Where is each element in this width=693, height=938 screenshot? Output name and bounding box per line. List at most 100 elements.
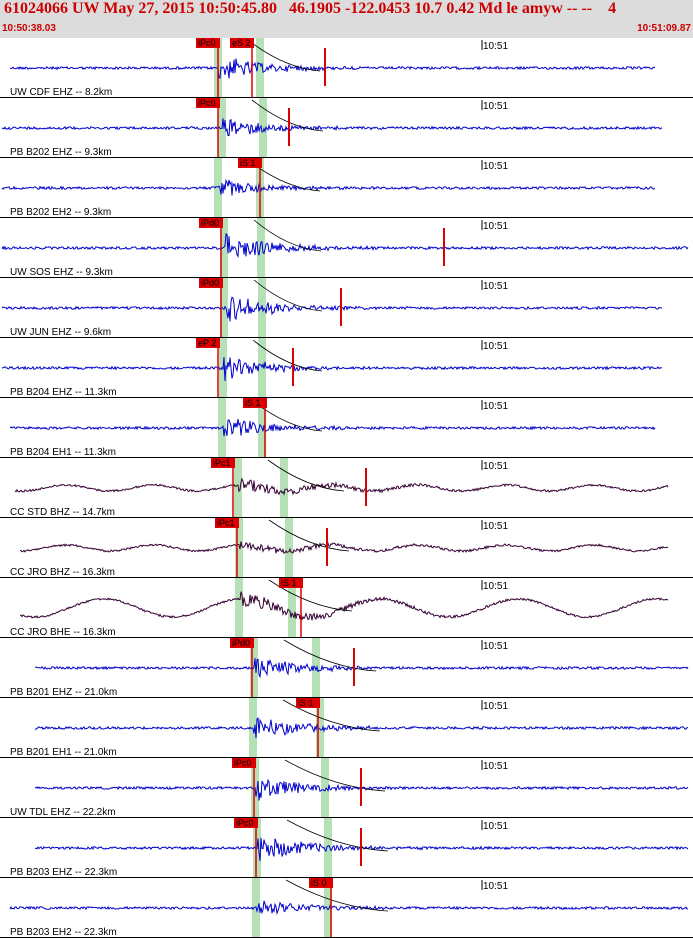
minute-tick-label: 10:51 — [483, 281, 508, 292]
minute-tick-label: 10:51 — [483, 881, 508, 892]
waveform — [9, 900, 689, 916]
pick-window — [257, 218, 265, 278]
phase-pick[interactable]: eS 2 — [230, 38, 254, 98]
station-label: CC JRO BHZ -- 16.3km — [10, 567, 115, 578]
event-summary-title: 61024066 UW May 27, 2015 10:50:45.80 46.… — [4, 0, 617, 17]
minute-tick-label: 10:51 — [483, 41, 508, 52]
coda-curve — [251, 99, 324, 132]
pick-tag — [230, 638, 254, 648]
coda-curve — [247, 39, 321, 72]
pick-tag — [215, 518, 239, 528]
waveform — [9, 419, 656, 437]
minute-tick-label: 10:51 — [483, 101, 508, 112]
phase-pick[interactable]: iS 1 — [238, 158, 262, 218]
panel-background — [0, 38, 693, 938]
station-label: PB B203 EH2 -- 22.3km — [10, 927, 117, 938]
phase-pick[interactable]: iPc0 — [234, 818, 258, 878]
pick-label: iPc0 — [198, 38, 216, 48]
waveform — [9, 58, 656, 79]
trace-row[interactable]: iS 1 10:51 PB B204 EH1 -- 11.3km — [0, 398, 693, 458]
pick-window — [324, 878, 332, 938]
station-label: UW TDL EHZ -- 22.2km — [10, 807, 116, 818]
pick-window — [285, 518, 293, 578]
window-end-time: 10:51:09.87 — [637, 23, 691, 34]
pick-label: iPd0 — [201, 218, 219, 228]
waveform — [14, 477, 669, 496]
station-label: PB B202 EHZ -- 9.3km — [10, 147, 112, 158]
waveform — [34, 658, 689, 679]
pick-label: iPc1 — [217, 518, 235, 528]
trace-row[interactable]: iPc0 10:51 PB B203 EHZ -- 22.3km — [0, 818, 693, 878]
phase-pick[interactable]: iPc0 — [196, 98, 220, 158]
station-label: UW CDF EHZ -- 8.2km — [10, 87, 112, 98]
trace-row[interactable]: iS 1 10:51 PB B202 EH2 -- 9.3km — [0, 158, 693, 218]
phase-pick[interactable]: iPd0 — [199, 278, 223, 338]
trace-row[interactable]: iS 1 10:51 CC JRO BHE -- 16.3km — [0, 578, 693, 638]
waveform — [19, 541, 669, 554]
phase-pick[interactable]: iPc0 — [196, 38, 220, 98]
pick-label: iPd0 — [232, 638, 250, 648]
coda-curve — [284, 759, 386, 792]
station-label: PB B201 EHZ -- 21.0km — [10, 687, 117, 698]
pick-tag — [279, 578, 303, 588]
phase-pick[interactable]: iS 1 — [279, 578, 303, 638]
trace-row[interactable]: iPc0 10:51 PB B202 EHZ -- 9.3km — [0, 98, 693, 158]
minute-tick-label: 10:51 — [483, 161, 508, 172]
waveform — [1, 233, 689, 259]
pick-label: iS 0 — [311, 878, 327, 888]
phase-pick[interactable]: iS 1 — [296, 698, 320, 758]
pick-window — [250, 638, 258, 698]
minute-tick-label: 10:51 — [483, 401, 508, 412]
phase-pick[interactable]: iPc1 — [215, 518, 239, 578]
waveform — [34, 717, 689, 739]
seismogram-header: 61024066 UW May 27, 2015 10:50:45.80 46.… — [0, 0, 693, 38]
minute-tick-label: 10:51 — [483, 341, 508, 352]
coda-curve — [252, 339, 323, 372]
pick-window — [256, 38, 264, 98]
phase-pick[interactable]: iPd0 — [199, 218, 223, 278]
pick-tag — [309, 878, 333, 888]
coda-curve — [268, 579, 353, 612]
pick-tag — [238, 158, 262, 168]
pick-label: eS 2 — [232, 38, 251, 48]
coda-curve — [253, 279, 323, 312]
station-label: CC JRO BHE -- 16.3km — [10, 627, 116, 638]
phase-pick[interactable]: eP 2 — [196, 338, 220, 398]
trace-row[interactable]: iS 1 10:51 PB B201 EH1 -- 21.0km — [0, 698, 693, 758]
trace-row[interactable]: iPd0 10:51 UW JUN EHZ -- 9.6km — [0, 278, 693, 338]
pick-label: iPc0 — [234, 758, 252, 768]
phase-pick[interactable]: iS 0 — [309, 878, 333, 938]
phase-pick[interactable]: iS 1 — [243, 398, 267, 458]
pick-tag — [243, 398, 267, 408]
coda-curve — [285, 879, 389, 912]
pick-label: iPc0 — [198, 98, 216, 108]
pick-window — [324, 818, 332, 878]
phase-pick[interactable]: iPd0 — [230, 638, 254, 698]
trace-row[interactable]: iPc1 10:51 CC JRO BHZ -- 16.3km — [0, 518, 693, 578]
pick-label: iPd0 — [201, 278, 219, 288]
minute-tick-label: 10:51 — [483, 641, 508, 652]
pick-window — [288, 578, 296, 638]
minute-tick-label: 10:51 — [483, 461, 508, 472]
station-label: UW SOS EHZ -- 9.3km — [10, 267, 113, 278]
minute-tick-label: 10:51 — [483, 221, 508, 232]
trace-row[interactable]: iPc1 10:51 CC STD BHZ -- 14.7km — [0, 458, 693, 518]
pick-label: iS 1 — [281, 578, 297, 588]
pick-label: iPc1 — [213, 458, 231, 468]
trace-row[interactable]: iPc0 10:51 UW TDL EHZ -- 22.2km — [0, 758, 693, 818]
trace-row[interactable]: eP 2 10:51 PB B204 EHZ -- 11.3km — [0, 338, 693, 398]
minute-tick-label: 10:51 — [483, 521, 508, 532]
trace-row[interactable]: iPc0 eS 2 10:51 UW CDF EHZ -- 8.2km — [0, 38, 693, 98]
pick-tag — [196, 338, 220, 348]
trace-row[interactable]: iPd0 10:51 PB B201 EHZ -- 21.0km — [0, 638, 693, 698]
pick-window — [280, 458, 288, 518]
phase-pick[interactable]: iPc1 — [211, 458, 235, 518]
trace-row[interactable]: iPd0 10:51 UW SOS EHZ -- 9.3km — [0, 218, 693, 278]
coda-curve — [253, 219, 322, 252]
pick-window — [220, 218, 228, 278]
waveform — [1, 296, 663, 322]
phase-pick[interactable]: iPc0 — [232, 758, 256, 818]
pick-tag — [230, 38, 254, 48]
minute-tick-label: 10:51 — [483, 581, 508, 592]
